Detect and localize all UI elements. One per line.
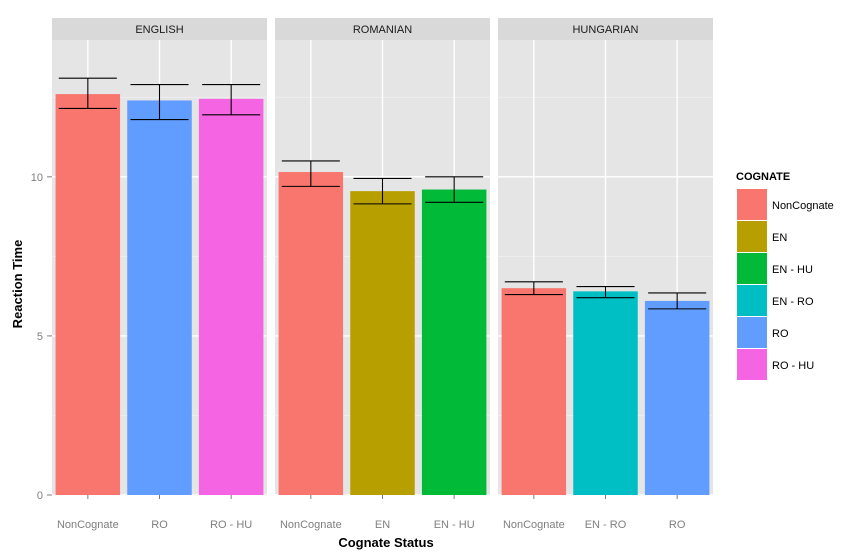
bar-ro	[644, 300, 710, 495]
legend-label: EN - HU	[772, 264, 813, 276]
bar-en-ro	[573, 291, 638, 495]
legend-swatch	[737, 349, 767, 380]
x-tick-label: NonCognate	[57, 519, 119, 531]
bar-en	[350, 191, 415, 496]
legend-label: EN	[772, 232, 787, 244]
panel-romanian: ROMANIAN NonCognate EN EN - HU	[275, 18, 490, 531]
x-tick-label: EN - HU	[434, 519, 475, 531]
x-tick-label: NonCognate	[280, 519, 342, 531]
facet-strip-label: ROMANIAN	[353, 24, 412, 36]
facet-strip-label: HUNGARIAN	[572, 24, 638, 36]
x-tick-label: NonCognate	[503, 519, 565, 531]
facet-strip	[52, 18, 267, 40]
legend-title: COGNATE	[736, 171, 790, 183]
bar-noncognate	[55, 94, 121, 495]
y-axis-title: Reaction Time	[10, 240, 25, 329]
x-tick-label: RO	[669, 519, 686, 531]
bar-ro-hu	[198, 98, 264, 495]
facet-strip	[275, 18, 490, 40]
bar-noncognate	[501, 288, 567, 495]
legend-label: RO	[772, 328, 789, 340]
facet-strip-label: ENGLISH	[135, 24, 183, 36]
legend-swatch	[737, 253, 767, 284]
legend-swatch	[737, 317, 767, 348]
legend-swatch	[737, 221, 767, 252]
x-axis-title: Cognate Status	[338, 535, 433, 550]
y-tick-label: 5	[37, 331, 43, 343]
x-tick-label: RO	[151, 519, 168, 531]
bar-en-hu	[421, 189, 487, 495]
x-tick-label: RO - HU	[210, 519, 252, 531]
legend-label: RO - HU	[772, 360, 814, 372]
panel-english: ENGLISH NonCognate RO RO - HU	[52, 18, 267, 531]
legend-swatch	[737, 285, 767, 316]
x-tick-label: EN - RO	[585, 519, 627, 531]
bar-noncognate	[278, 172, 344, 495]
y-tick-label: 0	[37, 490, 43, 502]
panel-hungarian: HUNGARIAN NonCognate EN - RO RO	[498, 18, 713, 531]
facet-strip	[498, 18, 713, 40]
panels-group: ENGLISH NonCognate RO RO - HU ROMANIAN NonCog…	[52, 18, 713, 531]
bar-ro	[127, 100, 192, 496]
legend-swatch	[737, 189, 767, 220]
legend-label: NonCognate	[772, 200, 834, 212]
legend-label: EN - RO	[772, 296, 814, 308]
x-tick-label: EN	[375, 519, 390, 531]
y-tick-label: 10	[31, 172, 43, 184]
legend: COGNATE NonCognate EN EN - HU EN - RO RO RO - …	[736, 171, 834, 381]
